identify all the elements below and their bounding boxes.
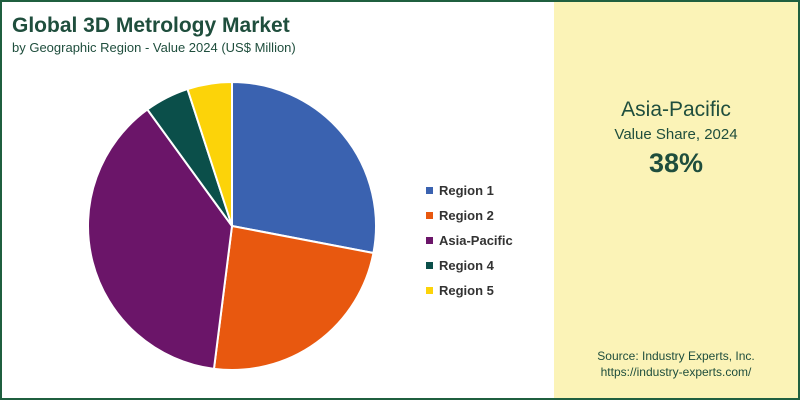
source-url: https://industry-experts.com/ — [600, 365, 752, 379]
legend-item-region-4: Region 4 — [426, 253, 513, 278]
pie-slice-asia-pacific — [87, 108, 234, 370]
chart-legend: Region 1 Region 2 Asia-Pacific Region 4 Regi… — [426, 178, 513, 303]
legend-swatch — [426, 237, 433, 244]
legend-item-asia-pacific: Asia-Pacific — [426, 228, 513, 253]
legend-swatch — [426, 287, 433, 294]
pie-slice-region-2 — [212, 224, 375, 371]
pie-chart — [87, 80, 377, 371]
pie-slice-region-1 — [231, 80, 377, 255]
chart-subtitle: by Geographic Region - Value 2024 (US$ M… — [12, 40, 296, 55]
legend-label: Region 4 — [439, 258, 494, 273]
legend-label: Region 5 — [439, 283, 494, 298]
highlight-value: 38% — [648, 148, 704, 178]
highlight-region-name: Asia-Pacific — [621, 98, 731, 121]
source-line: Source: Industry Experts, Inc. — [597, 349, 755, 363]
source-note: Source: Industry Experts, Inc. https://i… — [554, 348, 798, 380]
legend-swatch — [426, 187, 433, 194]
legend-item-region-5: Region 5 — [426, 278, 513, 303]
pie-slice-region-5 — [186, 80, 233, 227]
legend-label: Region 2 — [439, 208, 494, 223]
highlight-panel: Asia-Pacific Value Share, 2024 38% Sourc… — [554, 2, 798, 398]
legend-label: Region 1 — [439, 183, 494, 198]
legend-swatch — [426, 262, 433, 269]
legend-item-region-1: Region 1 — [426, 178, 513, 203]
chart-title: Global 3D Metrology Market — [12, 14, 290, 37]
legend-item-region-2: Region 2 — [426, 203, 513, 228]
legend-swatch — [426, 212, 433, 219]
legend-label: Asia-Pacific — [439, 233, 513, 248]
highlight-subtitle: Value Share, 2024 — [614, 126, 738, 143]
